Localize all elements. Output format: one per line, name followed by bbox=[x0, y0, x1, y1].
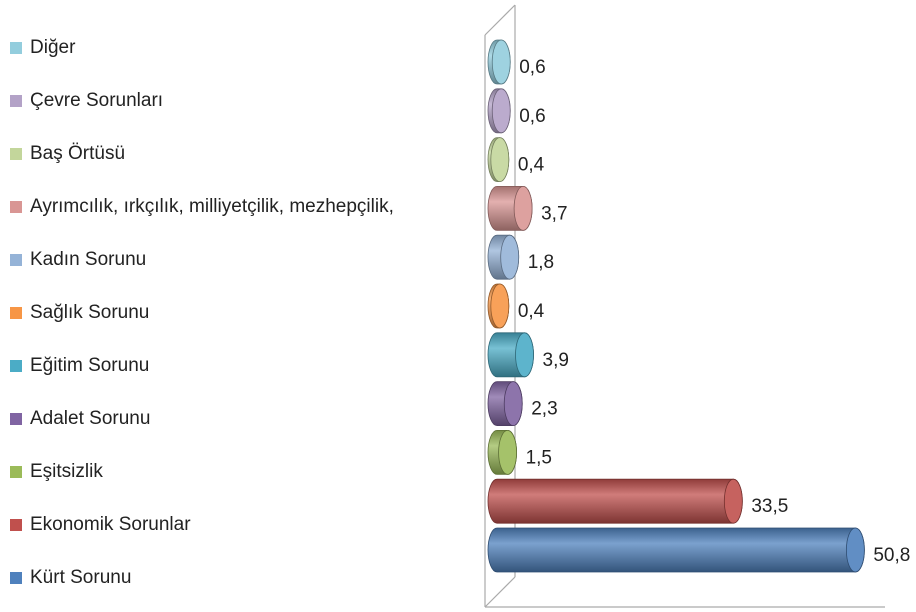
bar-body bbox=[487, 527, 865, 573]
legend-label: Eşitsizlik bbox=[30, 461, 103, 482]
data-label: 3,7 bbox=[541, 203, 567, 224]
plot-frame bbox=[484, 4, 885, 608]
bar bbox=[487, 234, 520, 280]
bar-cap bbox=[723, 478, 743, 524]
bar-cap bbox=[498, 429, 517, 475]
bar-cap bbox=[500, 234, 520, 280]
legend-label: Diğer bbox=[30, 37, 76, 58]
data-label: 0,6 bbox=[519, 57, 545, 78]
bar-cap bbox=[513, 185, 533, 231]
bar-cap bbox=[503, 381, 523, 427]
bar bbox=[487, 185, 533, 231]
legend-swatch bbox=[10, 572, 22, 584]
data-label: 33,5 bbox=[751, 496, 788, 517]
bar bbox=[487, 283, 510, 329]
legend-label: Ekonomik Sorunlar bbox=[30, 514, 191, 535]
legend-swatch bbox=[10, 95, 22, 107]
data-label: 0,4 bbox=[518, 155, 545, 176]
data-label: 50,8 bbox=[873, 545, 910, 566]
data-label: 3,9 bbox=[543, 350, 569, 371]
legend-swatch bbox=[10, 519, 22, 531]
data-label: 2,3 bbox=[531, 399, 557, 420]
bar-cap bbox=[845, 527, 865, 573]
data-label: 1,5 bbox=[526, 447, 552, 468]
legend-swatch bbox=[10, 42, 22, 54]
bar bbox=[487, 88, 511, 134]
bar-cap bbox=[491, 39, 511, 85]
legend-swatch bbox=[10, 148, 22, 160]
legend-swatch bbox=[10, 360, 22, 372]
legend-label: Ayrımcılık, ırkçılık, milliyetçilik, mez… bbox=[30, 196, 394, 217]
bar-cap bbox=[491, 88, 511, 134]
bar-cap bbox=[490, 137, 510, 183]
legend-label: Kadın Sorunu bbox=[30, 249, 146, 270]
bar bbox=[487, 478, 743, 524]
bar bbox=[487, 381, 523, 427]
legend-label: Sağlık Sorunu bbox=[30, 302, 149, 323]
legend-label: Çevre Sorunları bbox=[30, 90, 163, 111]
legend-label: Eğitim Sorunu bbox=[30, 355, 149, 376]
legend-label: Adalet Sorunu bbox=[30, 408, 150, 429]
data-label: 0,4 bbox=[518, 301, 545, 322]
bar-cap bbox=[515, 332, 534, 378]
legend-swatch bbox=[10, 413, 22, 425]
data-label: 0,6 bbox=[519, 106, 545, 127]
bar-body bbox=[487, 478, 743, 524]
legend-swatch bbox=[10, 201, 22, 213]
bar bbox=[487, 137, 510, 183]
legend-swatch bbox=[10, 307, 22, 319]
legend-swatch bbox=[10, 254, 22, 266]
data-label: 1,8 bbox=[528, 252, 554, 273]
legend-label: Kürt Sorunu bbox=[30, 567, 131, 588]
wall-edge bbox=[484, 4, 516, 36]
bar bbox=[487, 39, 511, 85]
bar bbox=[487, 527, 865, 573]
bar bbox=[487, 429, 517, 475]
bar-cap bbox=[490, 283, 510, 329]
floor-edge bbox=[484, 576, 516, 608]
legend-label: Baş Örtüsü bbox=[30, 143, 125, 164]
legend-swatch bbox=[10, 466, 22, 478]
bar bbox=[487, 332, 534, 378]
